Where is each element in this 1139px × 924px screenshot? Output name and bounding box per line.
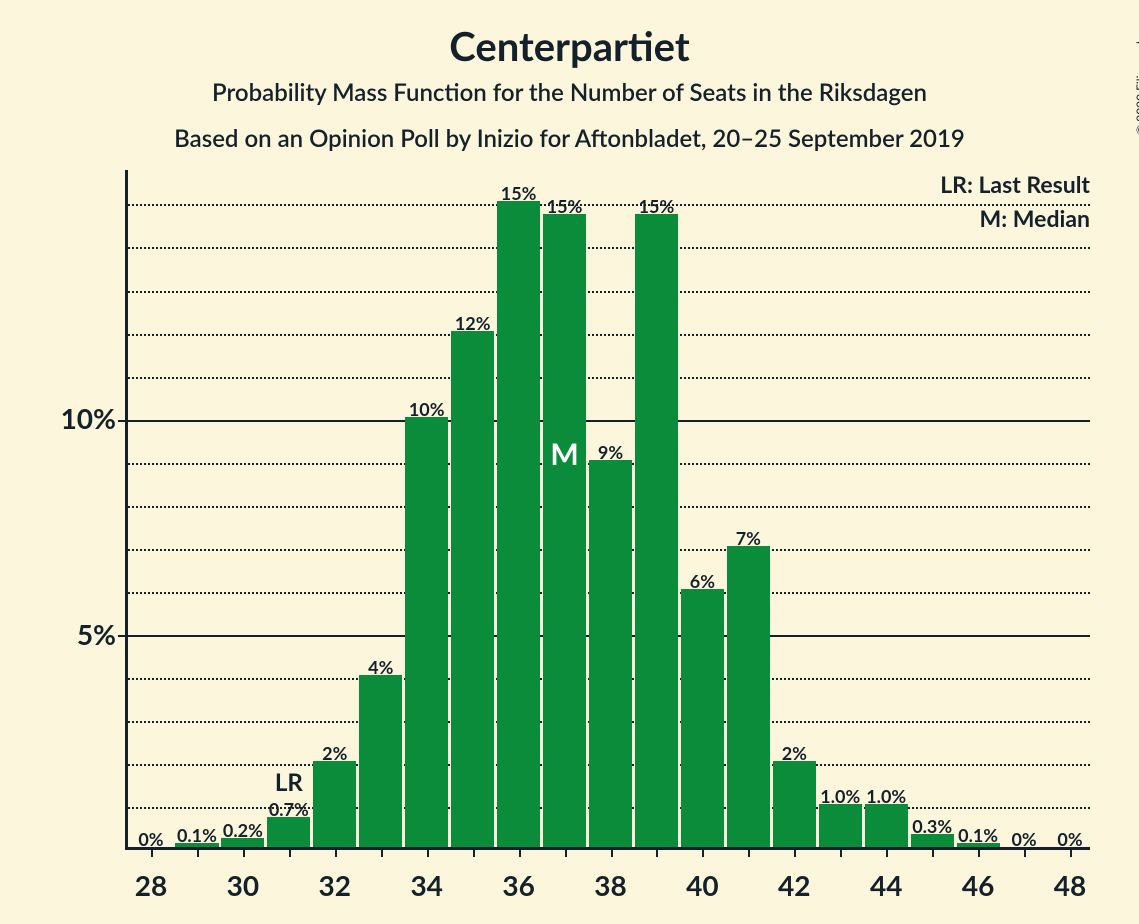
- bar-value-label: 0.3%: [912, 815, 952, 837]
- bar-value-label: 2%: [782, 742, 807, 764]
- x-axis-label: 28: [135, 868, 167, 902]
- bar: [451, 331, 494, 847]
- x-tick: [519, 847, 521, 857]
- bar-value-label: 0.2%: [223, 819, 263, 841]
- bar-value-label: 0.1%: [177, 824, 217, 846]
- x-tick: [335, 847, 337, 857]
- bar-value-label: 0%: [138, 828, 163, 850]
- bar-value-label: 0%: [1057, 828, 1082, 850]
- bar-value-label: 0%: [1011, 828, 1036, 850]
- y-tick: [118, 420, 128, 422]
- x-tick: [427, 847, 429, 857]
- x-tick: [702, 847, 704, 857]
- bar-value-label: 4%: [368, 656, 393, 678]
- x-axis-label: 48: [1054, 868, 1086, 902]
- bar-value-label: 12%: [455, 312, 491, 334]
- x-tick: [932, 847, 934, 857]
- y-tick: [118, 635, 128, 637]
- y-axis-label: 5%: [28, 617, 116, 651]
- bar-value-label: 6%: [690, 570, 715, 592]
- x-tick: [473, 847, 475, 857]
- plot-area: 5%10%28303234363840424446480%0.1%0.2%0.7…: [125, 170, 1090, 850]
- annotation-lr: LR: [275, 768, 303, 797]
- bar-value-label: 15%: [501, 182, 537, 204]
- bar-value-label: 10%: [409, 398, 445, 420]
- bar-value-label: 7%: [736, 527, 761, 549]
- bar: [635, 214, 678, 847]
- bar: [681, 589, 724, 847]
- x-tick: [611, 847, 613, 857]
- x-tick: [978, 847, 980, 857]
- bar-value-label: 9%: [598, 441, 623, 463]
- x-axis-label: 38: [594, 868, 626, 902]
- bar: [313, 761, 356, 847]
- bar: [819, 804, 862, 847]
- x-tick: [886, 847, 888, 857]
- bar: [865, 804, 908, 847]
- x-tick: [565, 847, 567, 857]
- x-axis-label: 44: [870, 868, 902, 902]
- x-tick: [289, 847, 291, 857]
- gridline-minor: [128, 204, 1090, 206]
- bar: [727, 546, 770, 847]
- x-axis-label: 46: [962, 868, 994, 902]
- bar-value-label: 15%: [547, 195, 583, 217]
- gridline-minor: [128, 377, 1090, 379]
- x-tick: [243, 847, 245, 857]
- bar: [497, 201, 540, 847]
- bar-value-label: 0.1%: [958, 824, 998, 846]
- x-axis-label: 40: [686, 868, 718, 902]
- x-tick: [748, 847, 750, 857]
- chart-canvas: Centerpartiet Probability Mass Function …: [0, 0, 1139, 924]
- chart-subtitle-1: Probability Mass Function for the Number…: [0, 78, 1139, 107]
- bar-value-label: 1.0%: [866, 785, 906, 807]
- bar: [773, 761, 816, 847]
- chart-subtitle-2: Based on an Opinion Poll by Inizio for A…: [0, 124, 1139, 153]
- bar-value-label: 1.0%: [820, 785, 860, 807]
- bar: [405, 417, 448, 847]
- y-axis-label: 10%: [28, 401, 116, 435]
- copyright-text: © 2020 Filip van Laenen: [1133, 6, 1139, 135]
- x-axis-label: 30: [227, 868, 259, 902]
- gridline-minor: [128, 247, 1090, 249]
- x-axis-label: 34: [410, 868, 442, 902]
- x-axis-label: 42: [778, 868, 810, 902]
- bar-value-label: 15%: [639, 195, 675, 217]
- x-axis-label: 32: [319, 868, 351, 902]
- gridline-minor: [128, 291, 1090, 293]
- x-tick: [381, 847, 383, 857]
- x-tick: [794, 847, 796, 857]
- gridline-major: [128, 420, 1090, 422]
- gridline-minor: [128, 334, 1090, 336]
- bar: [589, 460, 632, 847]
- bar: [543, 214, 586, 847]
- x-tick: [656, 847, 658, 857]
- x-tick: [840, 847, 842, 857]
- x-tick: [197, 847, 199, 857]
- bar: [359, 675, 402, 847]
- chart-title: Centerpartiet: [0, 22, 1139, 70]
- x-axis-label: 36: [502, 868, 534, 902]
- annotation-median: M: [550, 436, 578, 472]
- bar-value-label: 2%: [322, 742, 347, 764]
- bar: [267, 817, 310, 847]
- bar-value-label: 0.7%: [269, 798, 309, 820]
